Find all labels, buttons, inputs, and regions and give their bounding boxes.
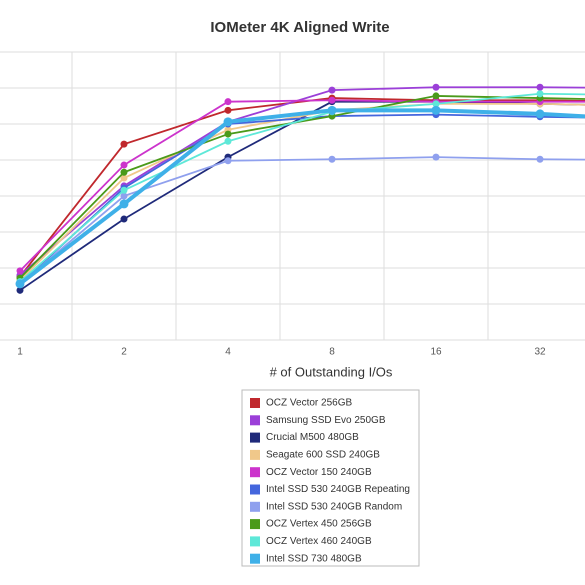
legend-label: Seagate 600 SSD 240GB [266, 450, 380, 461]
data-point [16, 286, 24, 294]
legend-swatch [250, 467, 260, 478]
data-point [224, 137, 232, 145]
data-point [15, 279, 25, 289]
data-point [120, 192, 128, 200]
legend-swatch [250, 432, 260, 443]
x-tick-label: 8 [329, 347, 335, 358]
legend-swatch [250, 536, 260, 547]
legend-swatch [250, 553, 260, 564]
series-line [19, 97, 585, 278]
series-line [19, 113, 585, 285]
data-point [224, 130, 232, 138]
legend-label: OCZ Vertex 460 240GB [266, 536, 372, 547]
data-point [536, 83, 544, 91]
x-tick-label: 1 [17, 347, 23, 358]
data-point [432, 92, 440, 100]
x-tick-label: 4 [225, 347, 231, 358]
data-point [327, 105, 337, 115]
data-point [224, 98, 232, 106]
legend-label: Intel SSD 730 480GB [266, 553, 362, 564]
data-point [328, 155, 336, 163]
legend-swatch [250, 398, 260, 408]
x-tick-label: 2 [121, 347, 127, 358]
data-point [536, 155, 544, 163]
data-point [120, 186, 128, 194]
chart-title: IOMeter 4K Aligned Write [210, 19, 389, 36]
data-point [432, 83, 440, 91]
data-point [120, 174, 128, 182]
data-point [431, 105, 441, 115]
data-point [120, 168, 128, 176]
legend-swatch [250, 484, 260, 495]
series-line [19, 95, 585, 279]
data-point [224, 106, 232, 114]
legend-label: Crucial M500 480GB [266, 432, 359, 443]
legend-swatch [250, 501, 260, 512]
data-point [16, 267, 24, 275]
data-point [432, 153, 440, 161]
legend-label: OCZ Vertex 450 256GB [266, 519, 372, 530]
data-point [223, 117, 233, 127]
x-axis-label: # of Outstanding I/Os [270, 364, 393, 379]
data-point [119, 199, 129, 209]
x-tick-label: 16 [430, 347, 442, 358]
data-point [328, 96, 336, 104]
data-point [535, 109, 545, 119]
legend-label: OCZ Vector 256GB [266, 398, 352, 409]
legend-label: Intel SSD 530 240GB Repeating [266, 484, 410, 495]
legend-label: OCZ Vector 150 240GB [266, 467, 372, 478]
data-point [120, 161, 128, 169]
x-tick-label: 32 [534, 347, 546, 358]
data-point [120, 140, 128, 148]
legend-label: Samsung SSD Evo 250GB [266, 415, 386, 426]
legend-box [241, 389, 420, 567]
data-point [224, 157, 232, 165]
legend-swatch [250, 449, 260, 460]
legend-swatch [250, 519, 260, 530]
legend-label: Intel SSD 530 240GB Random [266, 501, 402, 512]
legend-swatch [250, 415, 260, 426]
data-point [328, 86, 336, 94]
series-line [19, 99, 585, 272]
data-point [432, 100, 440, 108]
data-point [120, 215, 128, 223]
data-point [536, 90, 544, 98]
